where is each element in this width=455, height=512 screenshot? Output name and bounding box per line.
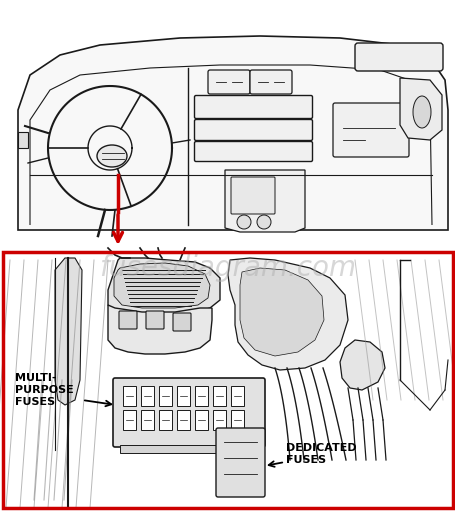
Polygon shape <box>55 258 82 405</box>
Bar <box>177 386 190 406</box>
Bar <box>231 386 243 406</box>
FancyBboxPatch shape <box>231 177 274 214</box>
FancyBboxPatch shape <box>354 43 442 71</box>
FancyBboxPatch shape <box>194 141 312 161</box>
Polygon shape <box>239 268 324 356</box>
Bar <box>141 386 154 406</box>
FancyBboxPatch shape <box>146 311 164 329</box>
Polygon shape <box>399 78 441 140</box>
FancyBboxPatch shape <box>332 103 408 157</box>
Polygon shape <box>108 305 212 354</box>
Bar <box>231 410 243 430</box>
Bar <box>3 252 452 508</box>
Bar <box>120 445 258 453</box>
Polygon shape <box>114 263 210 308</box>
Text: DEDICATED
FUSES: DEDICATED FUSES <box>285 443 356 465</box>
Bar <box>177 410 190 430</box>
Text: MULTI-
PURPOSE
FUSES: MULTI- PURPOSE FUSES <box>15 373 74 407</box>
Polygon shape <box>224 170 304 232</box>
Polygon shape <box>339 340 384 390</box>
FancyBboxPatch shape <box>207 70 249 94</box>
Bar <box>212 386 226 406</box>
Bar <box>212 410 226 430</box>
Ellipse shape <box>97 145 127 167</box>
Polygon shape <box>228 258 347 370</box>
Bar <box>123 410 136 430</box>
FancyBboxPatch shape <box>113 378 264 447</box>
Bar <box>159 386 172 406</box>
Polygon shape <box>18 132 28 148</box>
Bar <box>159 410 172 430</box>
Bar <box>141 410 154 430</box>
Bar <box>195 386 207 406</box>
FancyBboxPatch shape <box>194 119 312 140</box>
Circle shape <box>237 215 250 229</box>
FancyBboxPatch shape <box>249 70 291 94</box>
FancyBboxPatch shape <box>216 428 264 497</box>
Polygon shape <box>108 258 219 315</box>
FancyBboxPatch shape <box>172 313 191 331</box>
Ellipse shape <box>412 96 430 128</box>
Polygon shape <box>18 36 447 230</box>
FancyBboxPatch shape <box>119 311 136 329</box>
Circle shape <box>257 215 270 229</box>
Bar <box>195 410 207 430</box>
Bar <box>123 386 136 406</box>
Text: fusesdiagram.com: fusesdiagram.com <box>99 254 356 282</box>
FancyBboxPatch shape <box>194 96 312 118</box>
